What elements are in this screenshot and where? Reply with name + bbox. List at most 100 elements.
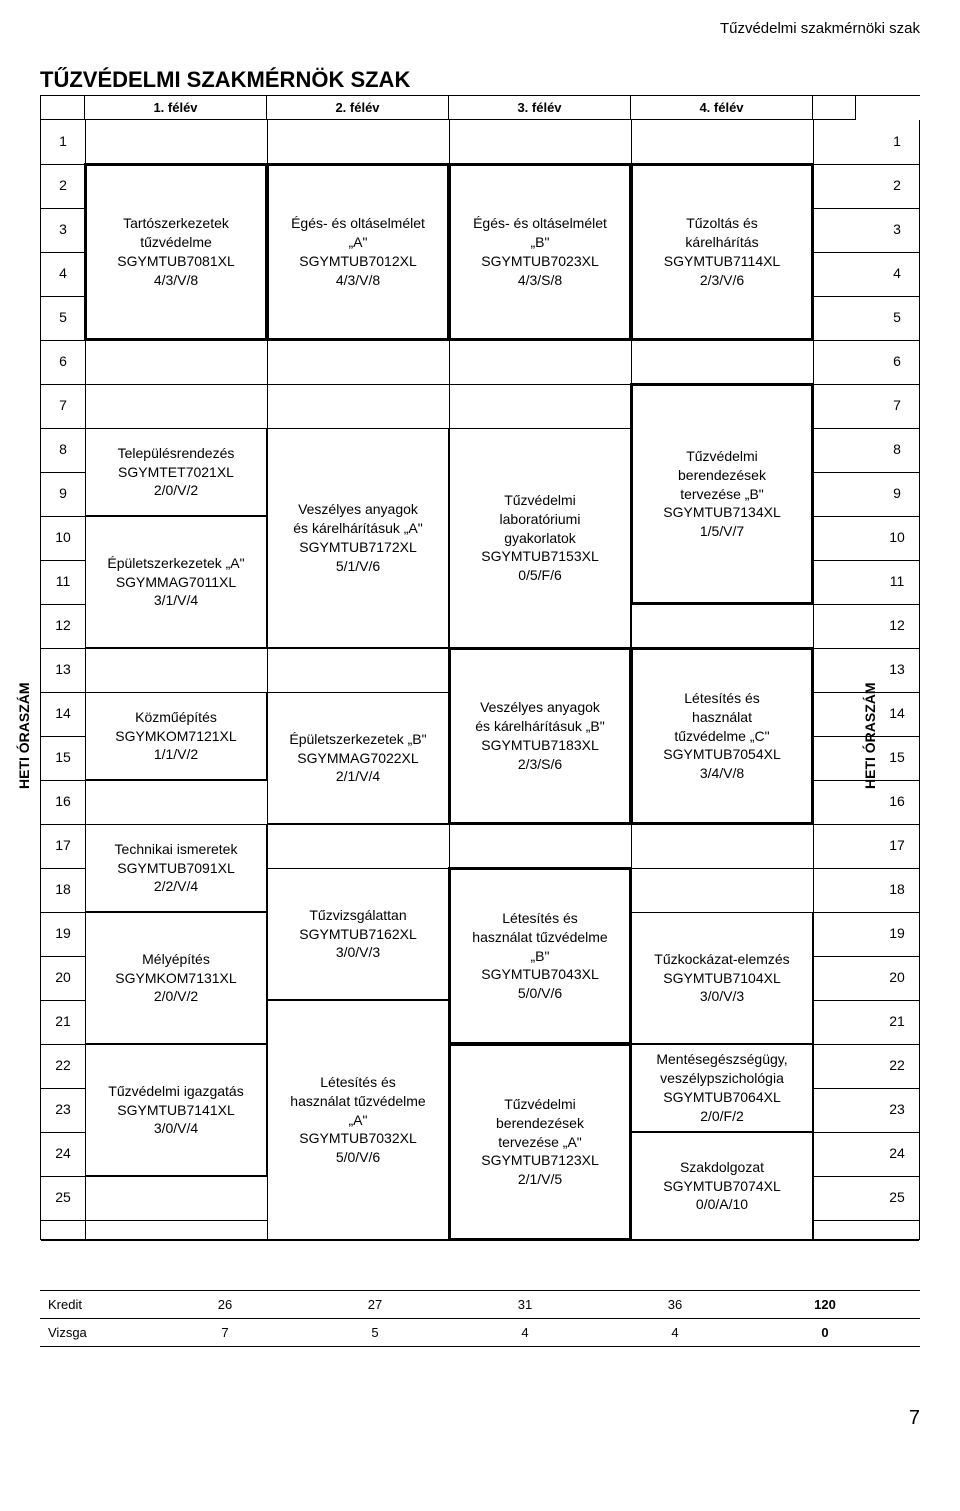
course-berendB-line: Tűzvédelmi [686,447,758,466]
side-label-right: HETI ÓRASZÁM [862,648,878,824]
course-techn-line: SGYMTUB7091XL [117,859,235,878]
course-berendB-line: berendezések [678,466,766,485]
course-berendA-line: SGYMTUB7123XL [481,1151,599,1170]
course-veszB-line: SGYMTUB7183XL [481,736,599,755]
course-tuzviz: TűzvizsgálattanSGYMTUB7162XL3/0/V/3 [267,868,449,1000]
course-egesB-line: „B" [531,233,550,252]
footer-row: Vizsga75440 [40,1319,920,1346]
course-mely-line: 2/0/V/2 [154,987,198,1006]
course-egesA: Égés- és oltáselmélet„A"SGYMTUB7012XL4/3… [267,164,449,340]
row-number-left: 6 [41,353,85,369]
row-number-left: 12 [41,617,85,633]
course-mely-line: SGYMKOM7131XL [115,969,236,988]
course-tarto-line: 4/3/V/8 [154,271,198,290]
row-number-left: 8 [41,441,85,457]
semester-1: 1. félév [84,96,266,120]
course-egesA-line: „A" [349,233,368,252]
course-letesC-line: Létesítés és [684,689,760,708]
row-number-left: 25 [41,1189,85,1205]
course-letesB: Létesítés éshasználat tűzvédelme„B"SGYMT… [449,868,631,1044]
row-number-right: 5 [875,309,919,325]
course-igazg-line: 3/0/V/4 [154,1119,198,1138]
row-number-left: 17 [41,837,85,853]
course-berendA: Tűzvédelmiberendezésektervezése „A"SGYMT… [449,1044,631,1240]
course-egesA-line: SGYMTUB7012XL [299,252,417,271]
row-number-right: 18 [875,881,919,897]
course-telep-line: 2/0/V/2 [154,481,198,500]
course-labor-line: SGYMTUB7153XL [481,547,599,566]
course-techn-line: 2/2/V/4 [154,877,198,896]
course-tuzviz-line: 3/0/V/3 [336,943,380,962]
row-number-left: 20 [41,969,85,985]
semester-4: 4. félév [630,96,812,120]
course-letesC-line: SGYMTUB7054XL [663,745,781,764]
course-kockazat-line: SGYMTUB7104XL [663,969,781,988]
course-veszA-line: 5/1/V/6 [336,557,380,576]
course-tuzviz-line: Tűzvizsgálattan [309,906,406,925]
course-szakd-line: Szakdolgozat [680,1158,764,1177]
course-kockazat-line: 3/0/V/3 [700,987,744,1006]
course-berendB-line: tervezése „B" [680,485,764,504]
row-number-right: 1 [875,133,919,149]
course-igazg-line: SGYMTUB7141XL [117,1101,235,1120]
row-number-left: 4 [41,265,85,281]
course-tarto-line: SGYMTUB7081XL [117,252,235,271]
footer-row: Kredit26273136120 [40,1291,920,1319]
course-tarto-line: tűzvédelme [140,233,212,252]
course-epuletB-line: 2/1/V/4 [336,767,380,786]
course-veszB-line: és kárelhárításuk „B" [475,717,604,736]
course-letesC-line: 3/4/V/8 [700,764,744,783]
course-letesA-line: használat tűzvédelme [290,1092,425,1111]
course-veszA-line: és kárelhárításuk „A" [293,519,422,538]
course-letesB-line: Létesítés és [502,909,578,928]
row-number-left: 24 [41,1145,85,1161]
row-number-left: 14 [41,705,85,721]
row-number-right: 10 [875,529,919,545]
course-berendA-line: tervezése „A" [498,1133,582,1152]
row-number-right: 22 [875,1057,919,1073]
course-kockazat-line: Tűzkockázat-elemzés [654,950,789,969]
course-kozmu-line: 1/1/V/2 [154,745,198,764]
course-tuzoltas-line: 2/3/V/6 [700,271,744,290]
footer-table: Kredit26273136120Vizsga75440 [40,1290,920,1347]
course-labor-line: laboratóriumi [500,510,581,529]
course-epuletA: Épületszerkezetek „A"SGYMMAG7011XL3/1/V/… [85,516,267,648]
course-letesA: Létesítés éshasználat tűzvédelme„A"SGYMT… [267,1000,449,1240]
course-telep: TelepülésrendezésSGYMTET7021XL2/0/V/2 [85,428,267,516]
course-letesB-line: 5/0/V/6 [518,984,562,1003]
course-tuzoltas: Tűzoltás éskárelhárításSGYMTUB7114XL2/3/… [631,164,813,340]
course-letesB-line: „B" [531,947,550,966]
course-mentes-line: Mentésegészségügy, [656,1050,787,1069]
course-letesA-line: „A" [349,1111,368,1130]
row-number-right: 12 [875,617,919,633]
row-number-left: 9 [41,485,85,501]
course-berendA-line: berendezések [496,1114,584,1133]
row-number-right: 20 [875,969,919,985]
course-epuletB: Épületszerkezetek „B"SGYMMAG7022XL2/1/V/… [267,692,449,824]
row-number-right: 7 [875,397,919,413]
semester-2: 2. félév [266,96,448,120]
row-number-left: 11 [41,573,85,589]
row-number-right: 24 [875,1145,919,1161]
course-mentes-line: 2/0/F/2 [700,1107,744,1126]
row-number-left: 19 [41,925,85,941]
course-epuletB-line: SGYMMAG7022XL [297,749,418,768]
page-category: Tűzvédelmi szakmérnöki szak [40,20,920,37]
row-number-left: 13 [41,661,85,677]
row-number-left: 5 [41,309,85,325]
footer-label: Kredit [40,1291,150,1318]
row-number-right: 14 [875,705,919,721]
course-egesA-line: 4/3/V/8 [336,271,380,290]
course-letesC-line: használat [692,708,752,727]
course-techn: Technikai ismeretekSGYMTUB7091XL2/2/V/4 [85,824,267,912]
course-veszA-line: Veszélyes anyagok [298,500,418,519]
course-letesB-line: SGYMTUB7043XL [481,965,599,984]
row-number-right: 19 [875,925,919,941]
row-number-right: 2 [875,177,919,193]
course-berendA-line: 2/1/V/5 [518,1170,562,1189]
row-number-left: 1 [41,133,85,149]
footer-value: 0 [750,1319,900,1346]
row-number-left: 22 [41,1057,85,1073]
course-labor-line: 0/5/F/6 [518,566,562,585]
footer-value: 31 [450,1291,600,1318]
